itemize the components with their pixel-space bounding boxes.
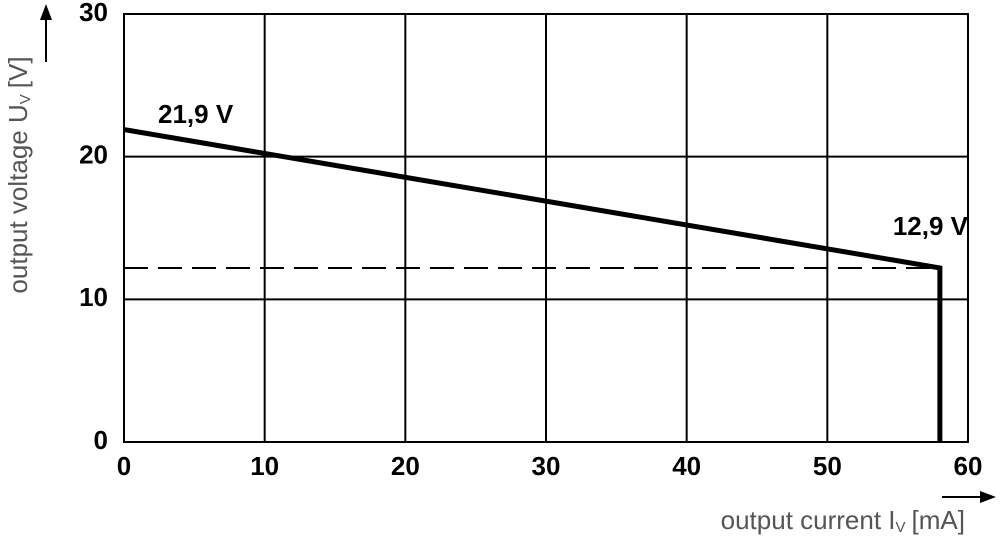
x-tick-label: 0 — [117, 451, 131, 481]
x-axis-label: output current IV [mA] — [721, 505, 965, 536]
x-tick-label: 30 — [532, 451, 561, 481]
x-arrow-head — [980, 491, 996, 503]
y-label-main: output voltage U — [3, 104, 33, 293]
annotation: 12,9 V — [893, 211, 969, 241]
x-tick-label: 20 — [391, 451, 420, 481]
x-tick-label: 40 — [672, 451, 701, 481]
y-tick-label: 20 — [79, 140, 108, 170]
y-tick-label: 0 — [94, 425, 108, 455]
y-label-sub: V — [17, 94, 34, 104]
y-arrow-head — [40, 4, 52, 20]
annotation: 21,9 V — [158, 99, 234, 129]
y-label-unit: [V] — [3, 56, 33, 88]
x-tick-label: 10 — [250, 451, 279, 481]
y-tick-label: 10 — [79, 282, 108, 312]
y-axis-label: output voltage UV [V] — [3, 56, 34, 293]
x-label-sub: V — [896, 519, 906, 536]
x-label-main: output current I — [721, 505, 896, 535]
data-line — [123, 127, 943, 442]
x-tick-label: 50 — [813, 451, 842, 481]
plot-frame — [123, 13, 969, 443]
y-tick-label: 30 — [79, 0, 108, 27]
x-tick-label: 60 — [954, 451, 983, 481]
x-label-unit: [mA] — [912, 505, 965, 535]
